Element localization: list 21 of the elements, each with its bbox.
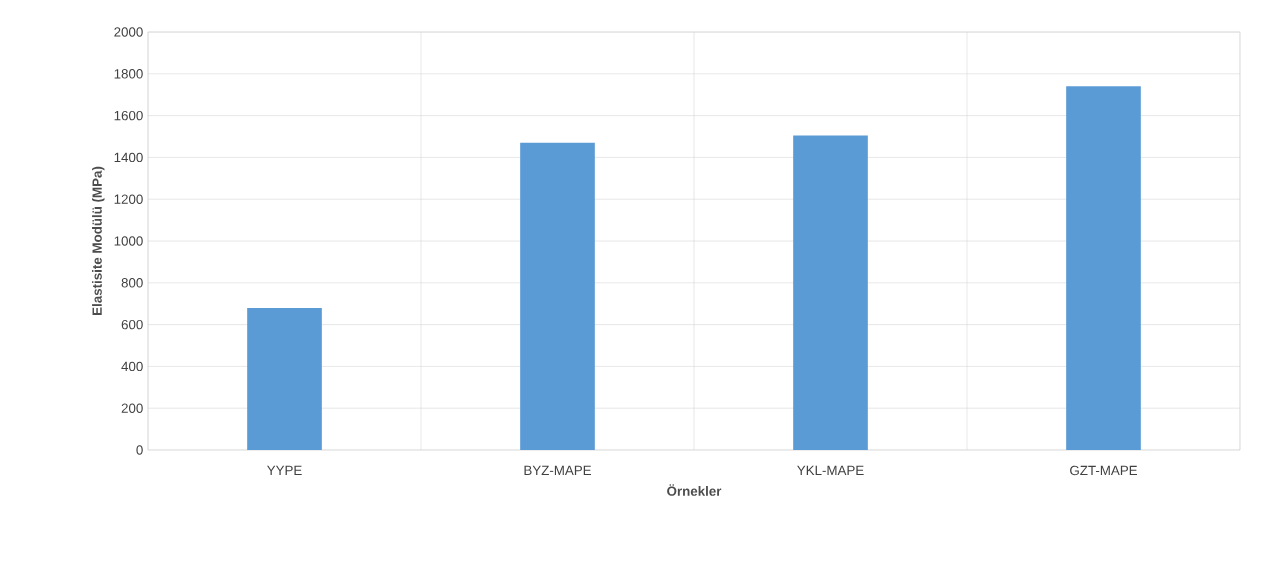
x-tick-label: YKL-MAPE <box>797 465 864 475</box>
y-tick-label: 800 <box>121 278 143 288</box>
y-tick-label: 1000 <box>114 236 143 246</box>
y-tick-label: 1400 <box>114 152 143 163</box>
bar <box>247 307 322 450</box>
bar <box>1066 86 1141 450</box>
y-tick-label: 600 <box>121 319 143 330</box>
y-tick-label: 2000 <box>114 27 143 37</box>
y-tick-label: 1800 <box>114 69 143 79</box>
x-tick-label: GZT-MAPE <box>1070 465 1138 476</box>
y-tick-label: 1600 <box>114 110 143 121</box>
bar <box>793 135 868 450</box>
y-tick-label: 400 <box>121 361 143 372</box>
x-tick-label: YYPE <box>267 465 302 475</box>
x-tick-label: BYZ-MAPE <box>524 465 592 475</box>
bar <box>520 142 595 450</box>
y-axis-title: Elastisite Modülü (MPa) <box>92 166 105 315</box>
y-tick-label: 1200 <box>114 194 143 204</box>
y-tick-label: 0 <box>136 445 143 455</box>
x-axis-title: Örnekler <box>667 484 722 496</box>
y-tick-label: 200 <box>121 403 143 413</box>
